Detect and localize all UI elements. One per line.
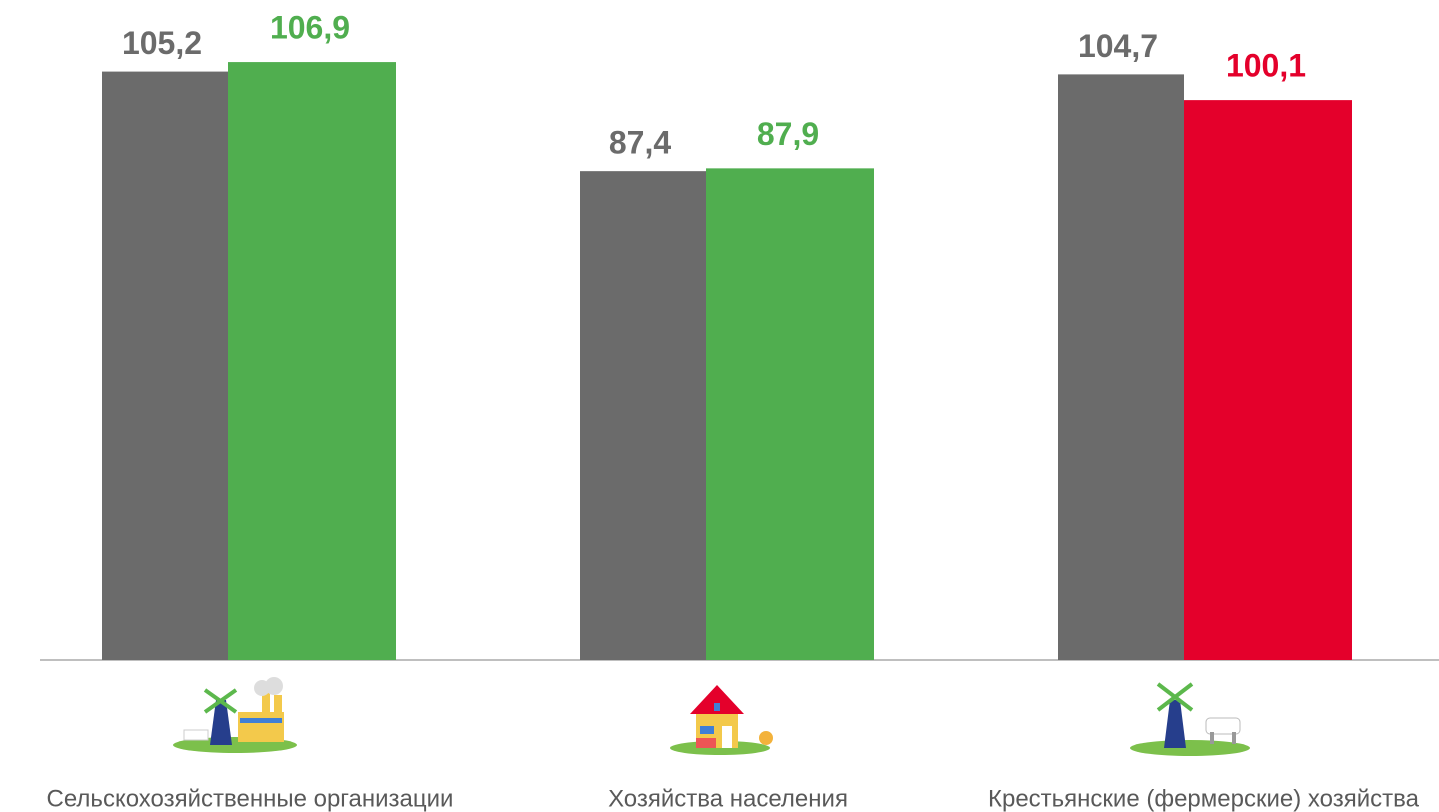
icon-organizations — [173, 677, 297, 753]
x-tick-label: Сельскохозяйственные организации — [47, 785, 454, 812]
x-tick-label: Хозяйства населения — [608, 785, 848, 812]
data-label: 105,2 — [122, 25, 202, 61]
x-tick-label: Крестьянские (фермерские) хозяйства — [988, 785, 1420, 812]
icon-farms — [1130, 682, 1250, 756]
bar — [1184, 100, 1352, 660]
bar — [228, 62, 396, 661]
data-label: 87,4 — [609, 125, 671, 161]
bar — [580, 171, 706, 661]
data-label: 100,1 — [1226, 48, 1306, 84]
bar — [1058, 74, 1184, 660]
icon-households — [670, 685, 773, 755]
data-label: 87,9 — [757, 116, 819, 152]
data-label: 106,9 — [270, 10, 350, 46]
bar — [706, 168, 874, 660]
bar — [102, 71, 228, 661]
data-label: 104,7 — [1078, 28, 1158, 64]
